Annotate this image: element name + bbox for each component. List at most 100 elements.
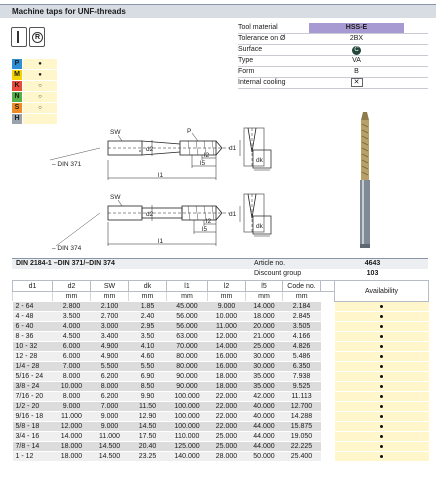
property-row: Surface C (238, 45, 428, 56)
table-unit-row: mm mm mm mm mm mm mm (12, 291, 429, 302)
cell-l5: 25.000 (245, 341, 283, 352)
cell-d2: 12.000 (52, 421, 91, 432)
table-row[interactable]: 2 - 64 2.800 2.100 1.85 45.000 9.000 14.000 2.1… (12, 301, 429, 312)
cell-sw: 11.000 (90, 431, 129, 442)
technical-drawing: – DIN 371 – DIN 374 SW P d2 l2 l5 l1 d1 … (49, 112, 370, 252)
table-row[interactable]: 6 - 40 4.000 3.000 2.95 56.000 11.000 20.000 3.… (12, 321, 429, 332)
cell-l2: 25.000 (207, 441, 246, 452)
spacer-cell (320, 431, 335, 442)
norm-label: DIN 2184-1 –DIN 371/–DIN 374 (16, 260, 115, 267)
cell-d2: 6.000 (52, 351, 91, 362)
column-header: l5 (245, 280, 283, 292)
label-dk-2: dk (256, 223, 264, 230)
column-header: d2 (52, 280, 91, 292)
material-row-n: N ○ (12, 92, 57, 102)
cell-d2: 4.500 (52, 331, 91, 342)
cell-sw: 9.000 (90, 411, 129, 422)
table-row[interactable]: 3/4 - 16 14.000 11.000 17.50 110.000 25.000 44… (12, 431, 429, 442)
cell-sw: 3.000 (90, 321, 129, 332)
cell-codeno: 19.050 (282, 431, 321, 442)
page-title: Machine taps for UNF-threads (12, 7, 126, 16)
property-row: Tool material HSS-E (238, 23, 428, 34)
cell-d2: 10.000 (52, 381, 91, 392)
spacer-cell (320, 411, 335, 422)
cell-sw: 7.000 (90, 401, 129, 412)
cell-l2: 12.000 (207, 331, 246, 342)
available-dot-icon (380, 385, 383, 388)
table-row[interactable]: 10 - 32 6.000 4.900 4.10 70.000 14.000 25.000 4… (12, 341, 429, 352)
table-row[interactable]: 5/8 - 18 12.000 9.000 14.50 100.000 22.000 44.… (12, 421, 429, 432)
unit-cell (12, 291, 53, 302)
cell-d1: 7/16 - 20 (12, 391, 53, 402)
material-row-s: S ○ (12, 103, 57, 113)
label-l5-2: l5 (202, 226, 207, 233)
table-row[interactable]: 4 - 48 3.500 2.700 2.40 56.000 10.000 18.000 2.… (12, 311, 429, 322)
material-code: K (12, 81, 22, 91)
cell-d1: 8 - 36 (12, 331, 53, 342)
availability-cell (334, 301, 429, 312)
material-code: N (12, 92, 22, 102)
cell-l5: 42.000 (245, 391, 283, 402)
cell-l1: 100.000 (166, 411, 208, 422)
table-row[interactable]: 3/8 - 24 10.000 8.000 8.50 90.000 18.000 35.00… (12, 381, 429, 392)
cell-codeno: 6.350 (282, 361, 321, 372)
availability-cell (334, 321, 429, 332)
property-label: Form (238, 68, 255, 75)
material-row-k: K ○ (12, 81, 57, 91)
unit-cell: mm (245, 291, 283, 302)
table-row[interactable]: 7/16 - 20 8.000 6.200 9.90 100.000 22.000 42.0… (12, 391, 429, 402)
spacer-cell (320, 391, 335, 402)
cell-l5: 14.000 (245, 301, 283, 312)
cell-dk: 17.50 (128, 431, 167, 442)
availability-cell (334, 381, 429, 392)
availability-cell (334, 331, 429, 342)
property-value: 2BX (349, 35, 364, 42)
cell-sw: 4.900 (90, 351, 129, 362)
cell-l1: 63.000 (166, 331, 208, 342)
cell-d2: 6.000 (52, 341, 91, 352)
material-suitability: ● (23, 59, 57, 69)
table-row[interactable]: 9/16 - 18 11.000 9.000 12.90 100.000 22.000 40… (12, 411, 429, 422)
cell-l1: 80.000 (166, 351, 208, 362)
table-row[interactable]: 5/16 - 24 8.000 6.200 6.90 90.000 18.000 35.00… (12, 371, 429, 382)
discount-label: Discount group (254, 270, 302, 277)
cell-d1: 1/4 - 28 (12, 361, 53, 372)
tap-photo (360, 112, 370, 248)
material-suitability: ○ (23, 81, 57, 91)
cell-codeno: 12.700 (282, 401, 321, 412)
spacer-cell (320, 401, 335, 412)
table-row[interactable]: 7/8 - 14 18.000 14.500 20.40 125.000 25.000 44… (12, 441, 429, 452)
cell-d2: 18.000 (52, 441, 91, 452)
spacer-cell (320, 441, 335, 452)
right-hand-thread-symbol-icon: R (29, 27, 45, 47)
cell-dk: 6.90 (128, 371, 167, 382)
table-row[interactable]: 1/2 - 20 9.000 7.000 11.50 100.000 22.000 40.0… (12, 401, 429, 412)
cell-sw: 14.500 (90, 451, 129, 462)
property-row: Form B (238, 67, 428, 78)
cell-sw: 14.500 (90, 441, 129, 452)
cell-d2: 11.000 (52, 411, 91, 422)
cell-l2: 16.000 (207, 351, 246, 362)
table-row[interactable]: 1/4 - 28 7.000 5.500 5.50 80.000 16.000 30.000… (12, 361, 429, 372)
cell-codeno: 22.225 (282, 441, 321, 452)
available-dot-icon (380, 455, 383, 458)
availability-cell (334, 421, 429, 432)
cell-d2: 18.000 (52, 451, 91, 462)
cell-l2: 25.000 (207, 431, 246, 442)
cell-l2: 22.000 (207, 391, 246, 402)
cell-l5: 35.000 (245, 381, 283, 392)
table-row[interactable]: 1 - 12 18.000 14.500 23.25 140.000 28.000 50.0… (12, 451, 429, 462)
availability-cell (334, 441, 429, 452)
cell-dk: 2.40 (128, 311, 167, 322)
cell-l1: 140.000 (166, 451, 208, 462)
table-row[interactable]: 8 - 36 4.500 3.400 3.50 63.000 12.000 21.000 4.… (12, 331, 429, 342)
property-value: HSS-E (309, 23, 404, 33)
table-row[interactable]: 12 - 28 6.000 4.900 4.60 80.000 16.000 30.000 5… (12, 351, 429, 362)
cell-l5: 30.000 (245, 351, 283, 362)
label-d2-2: d2 (146, 211, 154, 218)
spacer-cell (320, 280, 335, 292)
unit-cell: mm (282, 291, 321, 302)
cell-codeno: 14.288 (282, 411, 321, 422)
unit-cell: mm (52, 291, 91, 302)
available-dot-icon (380, 405, 383, 408)
